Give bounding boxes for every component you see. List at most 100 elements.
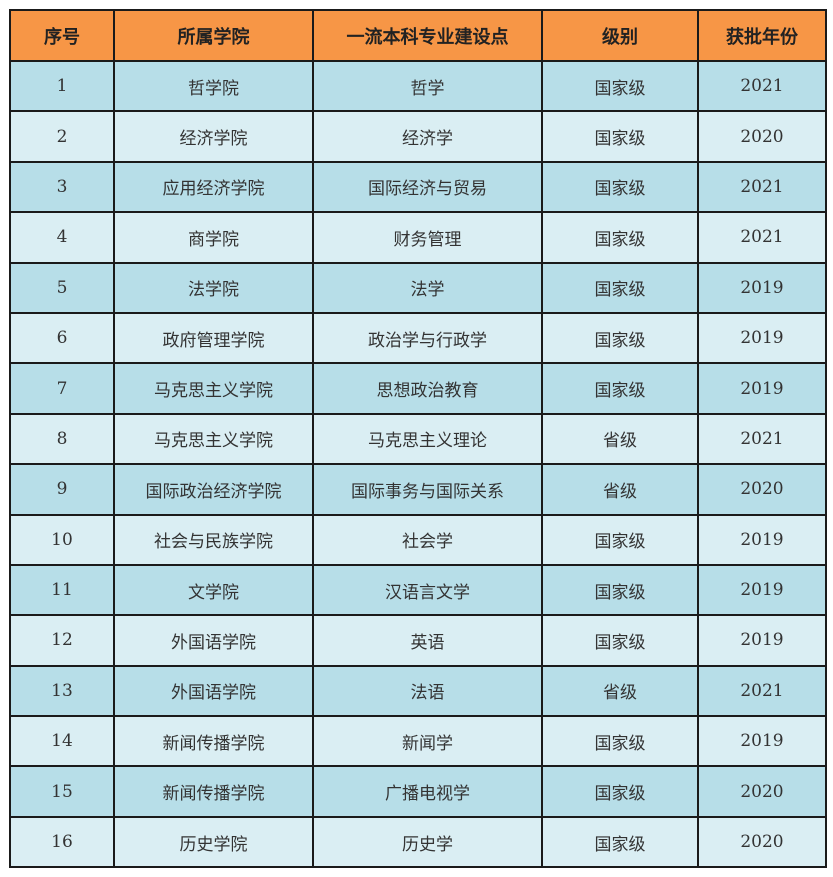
cell-college: 国际政治经济学院 (113, 463, 314, 516)
cell-college: 文学院 (113, 563, 314, 617)
cell-major: 广播电视学 (312, 765, 543, 818)
cell-index: 9 (9, 463, 115, 516)
cell-year: 2019 (697, 563, 827, 617)
table-row: 9 国际政治经济学院 国际事务与国际关系 省级 2020 (9, 463, 827, 516)
cell-college: 马克思主义学院 (113, 412, 314, 466)
table-row: 14 新闻传播学院 新闻学 国家级 2019 (9, 715, 827, 768)
cell-major: 哲学 (312, 59, 543, 113)
cell-year: 2019 (697, 362, 827, 415)
header-college: 所属学院 (113, 9, 314, 62)
cell-index: 2 (9, 110, 115, 163)
cell-major: 马克思主义理论 (312, 412, 543, 466)
cell-major: 法语 (312, 664, 543, 718)
cell-major: 财务管理 (312, 211, 543, 264)
cell-level: 国家级 (541, 614, 699, 667)
cell-college: 商学院 (113, 211, 314, 264)
cell-major: 思想政治教育 (312, 362, 543, 415)
header-year: 获批年份 (697, 9, 827, 62)
cell-college: 应用经济学院 (113, 160, 314, 214)
table-row: 3 应用经济学院 国际经济与贸易 国家级 2021 (9, 160, 827, 214)
cell-year: 2021 (697, 664, 827, 718)
cell-index: 4 (9, 211, 115, 264)
cell-index: 13 (9, 664, 115, 718)
cell-major: 汉语言文学 (312, 563, 543, 617)
majors-table: 序号 所属学院 一流本科专业建设点 级别 获批年份 1 哲学院 哲学 国家级 2021 2… (9, 9, 827, 869)
table-row: 2 经济学院 经济学 国家级 2020 (9, 110, 827, 163)
cell-major: 国际事务与国际关系 (312, 463, 543, 516)
table-row: 15 新闻传播学院 广播电视学 国家级 2020 (9, 765, 827, 818)
table-row: 12 外国语学院 英语 国家级 2019 (9, 614, 827, 667)
cell-index: 15 (9, 765, 115, 818)
table-row: 1 哲学院 哲学 国家级 2021 (9, 59, 827, 113)
cell-year: 2020 (697, 815, 827, 869)
cell-year: 2021 (697, 412, 827, 466)
table-row: 11 文学院 汉语言文学 国家级 2019 (9, 563, 827, 617)
cell-major: 社会学 (312, 513, 543, 566)
cell-college: 经济学院 (113, 110, 314, 163)
table-row: 10 社会与民族学院 社会学 国家级 2019 (9, 513, 827, 566)
cell-index: 11 (9, 563, 115, 617)
cell-level: 省级 (541, 412, 699, 466)
cell-index: 7 (9, 362, 115, 415)
cell-level: 省级 (541, 463, 699, 516)
cell-year: 2019 (697, 614, 827, 667)
cell-major: 英语 (312, 614, 543, 667)
cell-level: 国家级 (541, 261, 699, 314)
cell-college: 哲学院 (113, 59, 314, 113)
cell-index: 12 (9, 614, 115, 667)
cell-year: 2020 (697, 463, 827, 516)
cell-level: 国家级 (541, 362, 699, 415)
cell-college: 外国语学院 (113, 664, 314, 718)
cell-college: 法学院 (113, 261, 314, 314)
table-row: 4 商学院 财务管理 国家级 2021 (9, 211, 827, 264)
cell-level: 国家级 (541, 211, 699, 264)
cell-college: 政府管理学院 (113, 311, 314, 365)
cell-year: 2021 (697, 160, 827, 214)
cell-major: 经济学 (312, 110, 543, 163)
cell-year: 2021 (697, 211, 827, 264)
cell-index: 3 (9, 160, 115, 214)
cell-index: 16 (9, 815, 115, 869)
cell-year: 2019 (697, 261, 827, 314)
table-row: 5 法学院 法学 国家级 2019 (9, 261, 827, 314)
cell-level: 国家级 (541, 715, 699, 768)
cell-level: 国家级 (541, 815, 699, 869)
cell-index: 5 (9, 261, 115, 314)
cell-index: 10 (9, 513, 115, 566)
cell-level: 省级 (541, 664, 699, 718)
cell-level: 国家级 (541, 513, 699, 566)
table-row: 13 外国语学院 法语 省级 2021 (9, 664, 827, 718)
cell-year: 2019 (697, 513, 827, 566)
cell-year: 2020 (697, 765, 827, 818)
cell-level: 国家级 (541, 311, 699, 365)
table-row: 6 政府管理学院 政治学与行政学 国家级 2019 (9, 311, 827, 365)
cell-index: 14 (9, 715, 115, 768)
cell-major: 法学 (312, 261, 543, 314)
cell-level: 国家级 (541, 765, 699, 818)
cell-year: 2019 (697, 715, 827, 768)
cell-college: 外国语学院 (113, 614, 314, 667)
cell-index: 1 (9, 59, 115, 113)
cell-index: 8 (9, 412, 115, 466)
cell-year: 2020 (697, 110, 827, 163)
cell-college: 新闻传播学院 (113, 715, 314, 768)
header-level: 级别 (541, 9, 699, 62)
cell-college: 马克思主义学院 (113, 362, 314, 415)
cell-major: 新闻学 (312, 715, 543, 768)
table-row: 8 马克思主义学院 马克思主义理论 省级 2021 (9, 412, 827, 466)
cell-year: 2019 (697, 311, 827, 365)
cell-college: 历史学院 (113, 815, 314, 869)
cell-major: 政治学与行政学 (312, 311, 543, 365)
cell-major: 历史学 (312, 815, 543, 869)
cell-level: 国家级 (541, 563, 699, 617)
cell-college: 新闻传播学院 (113, 765, 314, 818)
table-row: 16 历史学院 历史学 国家级 2020 (9, 815, 827, 869)
cell-level: 国家级 (541, 160, 699, 214)
cell-level: 国家级 (541, 59, 699, 113)
cell-major: 国际经济与贸易 (312, 160, 543, 214)
header-index: 序号 (9, 9, 115, 62)
cell-index: 6 (9, 311, 115, 365)
cell-level: 国家级 (541, 110, 699, 163)
table-row: 7 马克思主义学院 思想政治教育 国家级 2019 (9, 362, 827, 415)
cell-college: 社会与民族学院 (113, 513, 314, 566)
